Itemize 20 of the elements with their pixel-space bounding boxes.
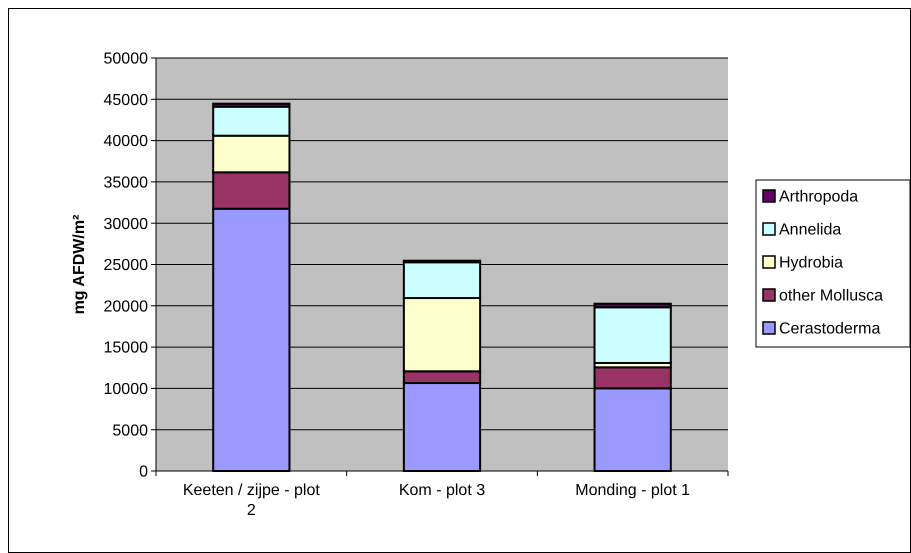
legend-label: Cerastoderma	[779, 320, 880, 338]
y-tick-label: 15000	[104, 340, 148, 357]
y-tick-label: 25000	[104, 257, 148, 274]
y-axis-title: mg AFDW/m²	[71, 214, 88, 314]
y-tick-label: 50000	[104, 50, 148, 68]
y-tick-label: 35000	[104, 174, 148, 192]
x-tick-label: Keeten / zijpe - plot 2	[182, 482, 320, 519]
legend-label: Arthropoda	[779, 188, 858, 206]
y-tick-label: 10000	[104, 381, 148, 398]
y-tick-label: 40000	[104, 133, 148, 150]
legend-label: Hydrobia	[779, 254, 844, 272]
x-tick-label: Kom - plot 3	[398, 482, 486, 499]
y-tick-label: 30000	[104, 216, 148, 233]
x-tick-label: Monding - plot 1	[575, 482, 690, 499]
y-tick-label: 0	[139, 464, 148, 481]
legend-label: other Mollusca	[779, 288, 884, 305]
y-tick-label: 5000	[112, 422, 148, 440]
y-tick-label: 45000	[104, 92, 148, 109]
legend-label: Annelida	[779, 222, 842, 239]
y-tick-label: 20000	[104, 298, 148, 316]
